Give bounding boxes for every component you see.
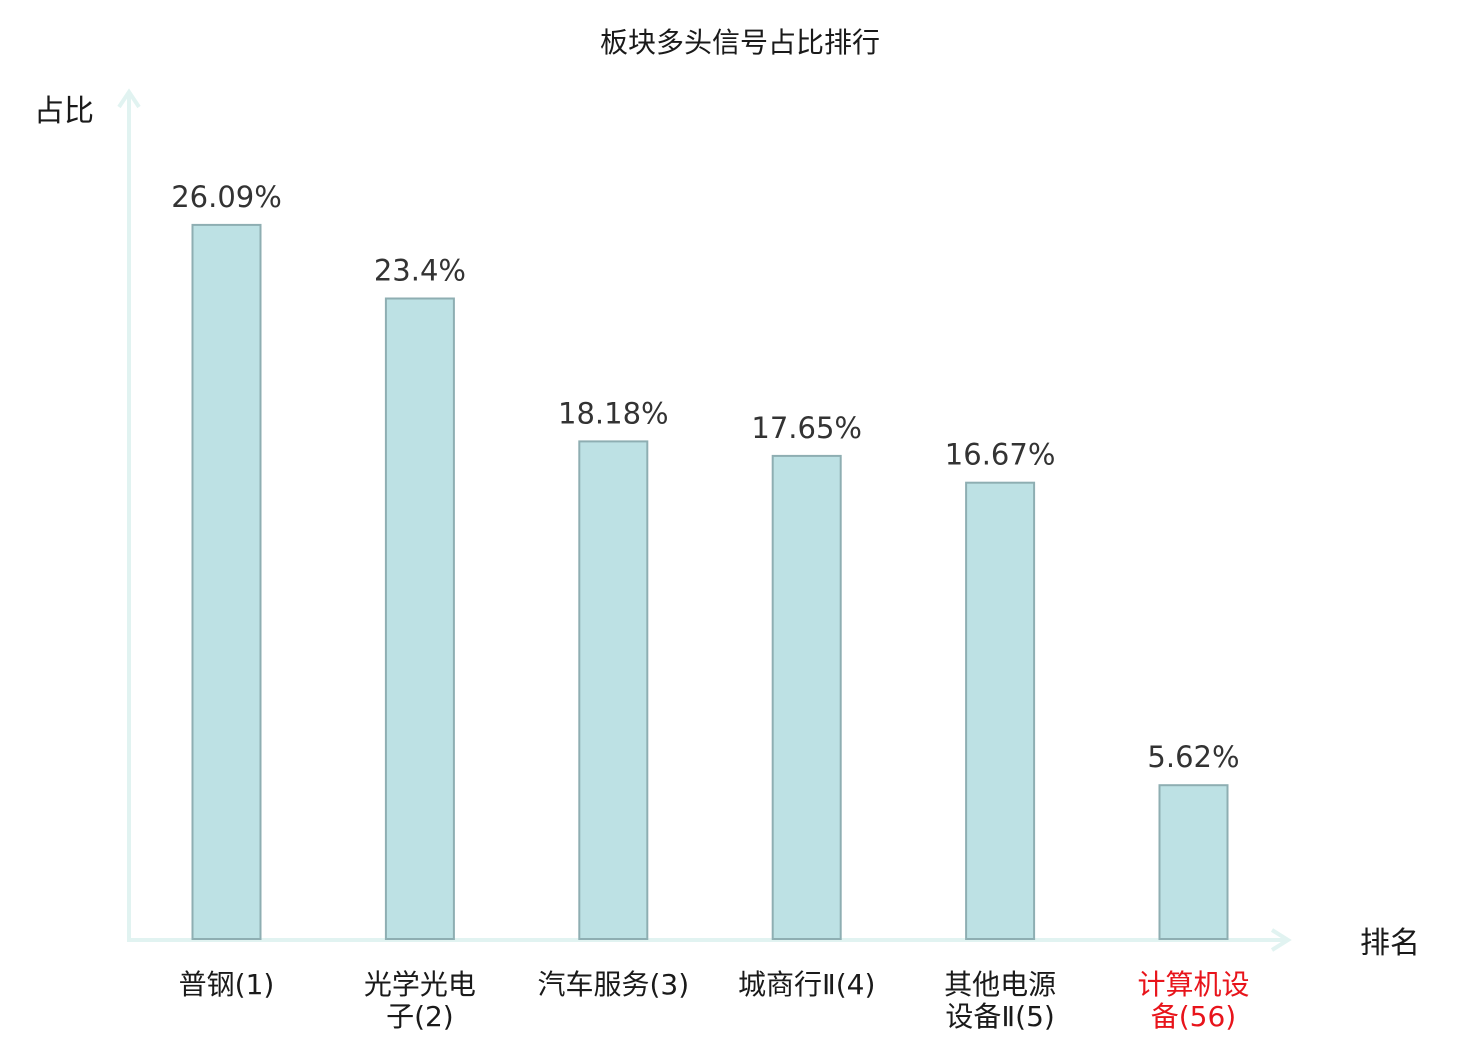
- category-label-line: 汽车服务(3): [537, 968, 689, 1001]
- value-labels-group: 26.09% 23.4% 18.18% 17.65% 16.67% 5.62%: [171, 180, 1239, 774]
- y-axis-arrow: [117, 88, 141, 109]
- y-axis-label: 占比: [34, 94, 94, 129]
- category-label-line: 子(2): [386, 1000, 454, 1033]
- bar-5: [965, 481, 1036, 940]
- bar-6: [1158, 784, 1229, 941]
- category-label-6: 计算机设备(56): [1137, 968, 1249, 1033]
- x-axis-label: 排名: [1360, 926, 1420, 961]
- bar-4: [771, 454, 842, 940]
- category-label-line: 城商行Ⅱ(4): [738, 968, 875, 1001]
- x-axis-arrow: [1270, 928, 1292, 952]
- bar-1: [191, 223, 262, 940]
- bars-group: [191, 223, 1229, 941]
- chart-title: 板块多头信号占比排行: [600, 26, 880, 59]
- value-label-2: 23.4%: [374, 254, 466, 288]
- category-label-3: 汽车服务(3): [537, 968, 689, 1001]
- value-label-1: 26.09%: [171, 180, 282, 214]
- bar-2: [384, 297, 455, 940]
- category-label-4: 城商行Ⅱ(4): [738, 968, 875, 1001]
- value-label-3: 18.18%: [558, 396, 669, 430]
- value-label-5: 16.67%: [945, 438, 1056, 472]
- category-label-line: 设备Ⅱ(5): [945, 1000, 1054, 1033]
- bar-3: [578, 440, 649, 940]
- category-labels-group: 普钢(1) 光学光电子(2) 汽车服务(3) 城商行Ⅱ(4) 其他电源设备Ⅱ(5) 计算机…: [179, 968, 1250, 1033]
- category-label-5: 其他电源设备Ⅱ(5): [944, 968, 1056, 1033]
- category-label-1: 普钢(1): [179, 968, 275, 1001]
- axes: [117, 88, 1292, 952]
- category-label-line: 其他电源: [944, 968, 1056, 1001]
- category-label-line: 光学光电: [364, 968, 476, 1001]
- value-label-4: 17.65%: [751, 411, 862, 445]
- category-label-line: 普钢(1): [179, 968, 275, 1001]
- value-label-6: 5.62%: [1147, 740, 1239, 774]
- category-label-line: 计算机设: [1137, 968, 1249, 1001]
- category-label-line: 备(56): [1151, 1000, 1236, 1033]
- category-label-2: 光学光电子(2): [364, 968, 476, 1033]
